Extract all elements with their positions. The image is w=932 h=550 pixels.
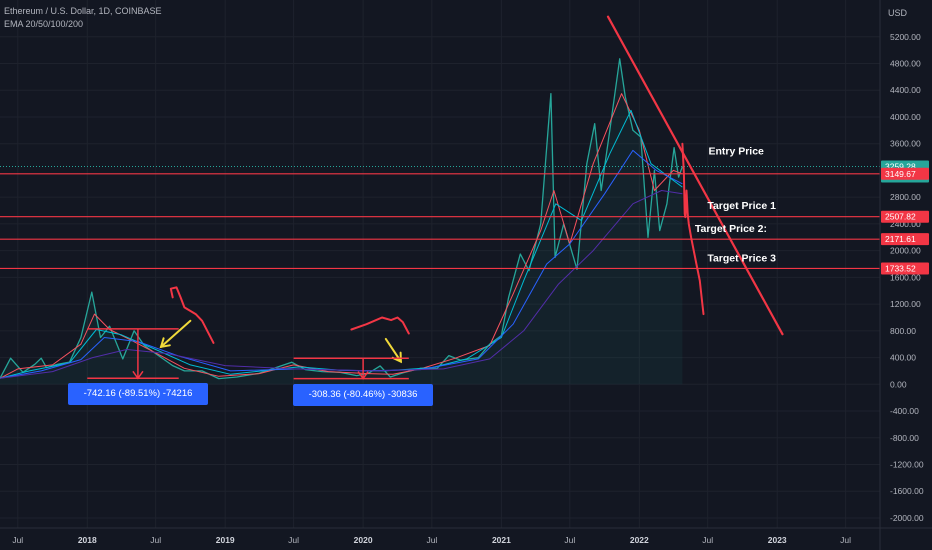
y-tick-label: 5200.00 [890,32,921,42]
price-tag-value: 2171.61 [885,234,916,244]
price-tag-value: 1733.52 [885,263,916,273]
x-tick-label: 2023 [768,535,787,545]
x-tick-label: Jul [702,535,713,545]
price-tag-value: 2507.82 [885,212,916,222]
grid [0,0,880,528]
arrow-head [159,337,171,349]
x-tick-label: Jul [150,535,161,545]
x-tick-label: Jul [840,535,851,545]
annotation-label[interactable]: Target Price 3 [707,252,776,264]
x-tick-label: 2020 [354,535,373,545]
series-layer [0,58,684,385]
x-tick-label: 2018 [78,535,97,545]
price-tag-bg [881,233,929,246]
y-tick-label: 3600.00 [890,139,921,149]
scribble-2020[interactable] [350,316,410,335]
measure-arrow [357,371,369,380]
y-tick-label: -400.00 [890,406,919,416]
y-tick-label: -1200.00 [890,460,924,470]
y-tick-label: 2800.00 [890,192,921,202]
y-tick-label: 800.00 [890,326,916,336]
y-tick-label: 400.00 [890,353,916,363]
price-tag-bg [881,262,929,275]
y-tick-label: 4000.00 [890,112,921,122]
annotation-label[interactable]: Entry Price [708,145,764,157]
annotation-label[interactable]: Target Price 1 [707,200,776,212]
y-tick-label: 1600.00 [890,272,921,282]
y-tick-label: 2000.00 [890,246,921,256]
x-tick-label: 2019 [216,535,235,545]
price-tag-bg [881,210,929,223]
measure-arrow [132,370,144,380]
price-tag: 2507.82 [881,210,929,223]
y-tick-label: 0.00 [890,379,907,389]
x-tick-label: Jul [564,535,575,545]
x-tick-label: 2022 [630,535,649,545]
y-axis[interactable]: 5200.00 4800.00 4400.00 4000.00 3600.00 2800.… [879,0,929,550]
price-tag: 3149.67 [881,167,929,180]
currency-label: USD [888,8,908,18]
price-tag-value: 3259.28 [885,161,916,171]
price-tag: 2171.61 [881,233,929,246]
x-tick-label: Jul [426,535,437,545]
arrow-2018[interactable] [160,319,192,348]
price-tag: 1733.52 [881,262,929,275]
y-tick-label: 4400.00 [890,85,921,95]
price-tag-bg [881,167,929,180]
ema-line-4 [0,190,683,379]
x-tick-label: Jul [12,535,23,545]
measure-label: -308.36 (-80.46%) -30836 [293,384,433,406]
x-axis[interactable]: Jul 2018 Jul 2019 Jul 2020 Jul 2021 Jul 2022 Jul 20… [0,527,932,545]
currency-button[interactable]: USD [888,8,907,18]
projection-path[interactable] [681,142,705,316]
horizontal-lines [0,165,880,270]
drawings-layer [87,15,784,380]
chart-title: Ethereum / U.S. Dollar, 1D, COINBASE [4,6,162,16]
y-tick-label: 2400.00 [890,219,921,229]
price-tag-value: 3149.67 [885,169,916,179]
annotation-label[interactable]: Target Price 2: [695,223,767,235]
x-tick-label: 2021 [492,535,511,545]
price-line [0,58,684,380]
annotations-layer: Entry Price Target Price 1 Target Price 2:… [695,145,776,264]
y-tick-label: -1600.00 [890,486,924,496]
ema-line-1 [0,93,683,379]
x-tick-label: Jul [288,535,299,545]
measure-label: -742.16 (-89.51%) -74216 [68,383,208,405]
y-tick-label: -2000.00 [890,513,924,523]
y-tick-label: 1200.00 [890,299,921,309]
y-tick-label: 4800.00 [890,58,921,68]
scribble-2018[interactable] [169,286,215,344]
trendline[interactable] [606,15,784,336]
y-tick-label: -800.00 [890,433,919,443]
indicator-label: EMA 20/50/100/200 [4,19,84,29]
price-area [0,58,683,385]
arrow-head [391,351,402,364]
